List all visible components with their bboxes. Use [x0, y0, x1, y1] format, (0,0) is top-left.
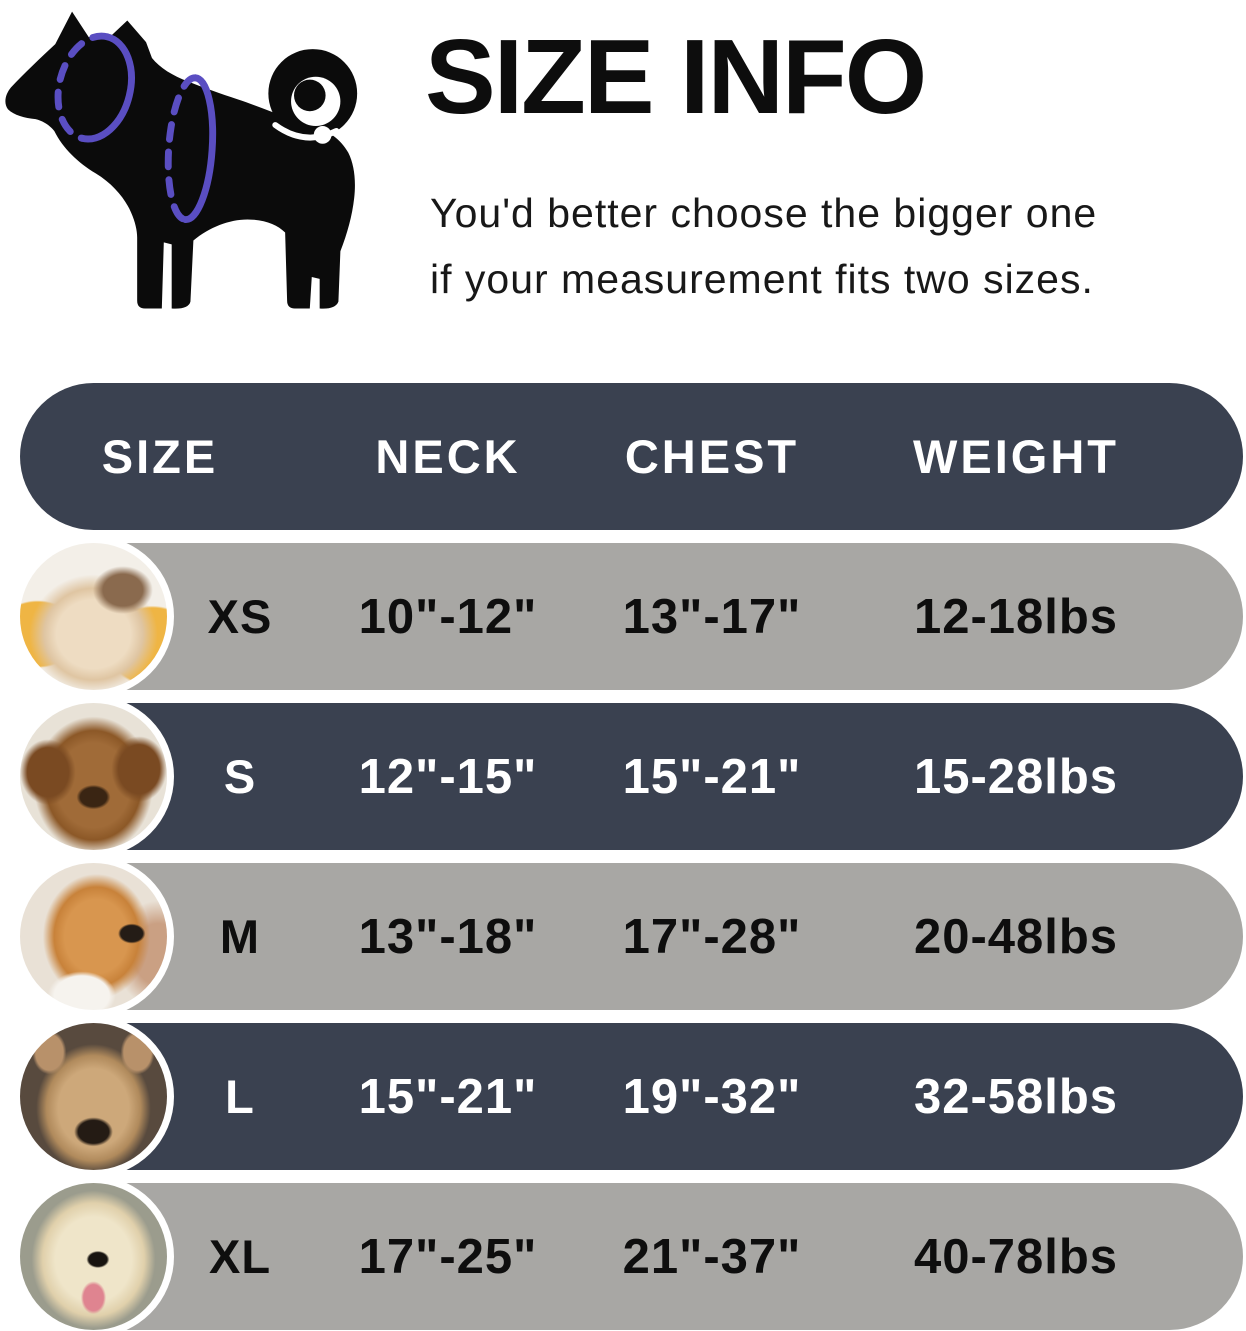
- size-label: S: [223, 750, 257, 803]
- chest-measurement-ring-icon: [164, 74, 217, 224]
- chest-value: 15"-21": [622, 749, 802, 804]
- neck-value: 12"-15": [358, 749, 538, 804]
- row-pill: S 12"-15" 15"-21" 15-28lbs: [20, 703, 1243, 850]
- dog-photo-ring: [13, 536, 174, 697]
- col-header-size: SIZE: [101, 430, 219, 483]
- labrador-photo: [20, 1183, 167, 1330]
- hero-section: SIZE INFO You'd better choose the bigger…: [0, 0, 1246, 383]
- subtitle-line-2: if your measurement fits two sizes.: [430, 256, 1094, 302]
- row-pill: M 13"-18" 17"-28" 20-48lbs: [20, 863, 1243, 1010]
- table-row: L 15"-21" 19"-32" 32-58lbs: [0, 1016, 1246, 1177]
- subtitle-line-1: You'd better choose the bigger one: [430, 190, 1098, 236]
- neck-measurement-ring-icon: [54, 32, 135, 143]
- dog-photo-ring: [13, 856, 174, 1017]
- table-row: XS 10"-12" 13"-17" 12-18lbs: [0, 536, 1246, 697]
- dog-photo-ring: [13, 1176, 174, 1331]
- table-row: XL 17"-25" 21"-37" 40-78lbs: [0, 1176, 1246, 1331]
- table-row: S 12"-15" 15"-21" 15-28lbs: [0, 696, 1246, 857]
- chest-value: 13"-17": [622, 589, 802, 644]
- table-row: M 13"-18" 17"-28" 20-48lbs: [0, 856, 1246, 1017]
- pomeranian-photo: [20, 543, 167, 690]
- weight-value: 40-78lbs: [913, 1229, 1119, 1284]
- chest-value: 21"-37": [622, 1229, 802, 1284]
- dog-photo-ring: [13, 1016, 174, 1177]
- col-header-chest: CHEST: [624, 430, 800, 483]
- neck-value: 17"-25": [358, 1229, 538, 1284]
- neck-value: 10"-12": [358, 589, 538, 644]
- row-pill: XL 17"-25" 21"-37" 40-78lbs: [20, 1183, 1243, 1330]
- row-pill: XS 10"-12" 13"-17" 12-18lbs: [20, 543, 1243, 690]
- dog-tail-curl-icon: [268, 49, 358, 144]
- size-label: L: [225, 1070, 255, 1123]
- weight-value: 15-28lbs: [913, 749, 1119, 804]
- dog-silhouette-diagram: [5, 11, 358, 309]
- col-header-weight: WEIGHT: [913, 430, 1119, 483]
- table-header-row: SIZE NECK CHEST WEIGHT: [20, 383, 1243, 530]
- shiba-photo: [20, 863, 167, 1010]
- weight-value: 12-18lbs: [913, 589, 1119, 644]
- dog-silhouette-icon: [5, 11, 355, 309]
- page-title: SIZE INFO: [425, 18, 927, 136]
- row-pill: L 15"-21" 19"-32" 32-58lbs: [20, 1023, 1243, 1170]
- weight-value: 20-48lbs: [913, 909, 1119, 964]
- dog-photo-ring: [13, 696, 174, 857]
- chest-value: 19"-32": [622, 1069, 802, 1124]
- col-header-neck: NECK: [375, 430, 521, 483]
- subtitle: You'd better choose the bigger one if yo…: [430, 180, 1097, 312]
- weight-value: 32-58lbs: [913, 1069, 1119, 1124]
- neck-value: 13"-18": [358, 909, 538, 964]
- size-label: M: [219, 910, 261, 963]
- poodle-photo: [20, 703, 167, 850]
- size-label: XL: [208, 1230, 272, 1283]
- size-label: XS: [207, 590, 273, 643]
- chest-value: 17"-28": [622, 909, 802, 964]
- french-bulldog-photo: [20, 1023, 167, 1170]
- neck-value: 15"-21": [358, 1069, 538, 1124]
